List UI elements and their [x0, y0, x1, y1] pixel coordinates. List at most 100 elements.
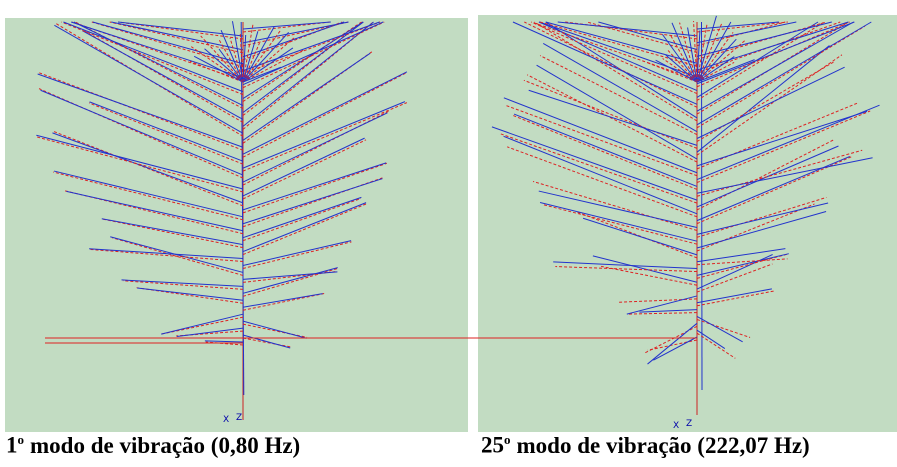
branch-line	[242, 240, 352, 266]
branch-line	[696, 263, 773, 293]
branch-line	[696, 21, 732, 83]
branch-line	[696, 38, 737, 83]
branch-line	[653, 336, 698, 361]
axis-label-x: X	[223, 415, 229, 425]
branch-line	[111, 21, 244, 51]
branch-line	[161, 313, 244, 335]
branch-line	[82, 30, 244, 120]
branch-line	[190, 46, 244, 83]
branch-line	[37, 71, 244, 151]
branch-line	[696, 110, 871, 184]
branch-line	[696, 66, 845, 139]
branch-line	[696, 253, 788, 279]
branch-line	[36, 134, 244, 190]
branch-line	[242, 196, 362, 239]
branch-line	[665, 54, 698, 83]
branch-line	[696, 329, 726, 349]
panel-1-background	[5, 18, 468, 432]
branch-line	[53, 170, 244, 218]
branch-line	[555, 266, 698, 273]
branch-line	[536, 64, 698, 160]
branch-line	[83, 30, 244, 123]
branch-line	[204, 48, 244, 83]
branch-line	[687, 27, 698, 83]
branch-line	[696, 157, 873, 194]
branch-line	[242, 21, 385, 89]
branch-line	[693, 21, 698, 83]
branch-line	[242, 178, 383, 225]
branch-line	[193, 55, 244, 83]
branch-line	[696, 253, 789, 276]
panel-1-tree	[35, 21, 408, 420]
caption-number: 25	[481, 432, 504, 458]
branch-line	[696, 149, 863, 197]
branch-line	[56, 23, 244, 137]
branch-line	[696, 21, 797, 44]
branch-line	[553, 261, 698, 270]
branch-line	[696, 59, 755, 83]
branch-line	[696, 61, 834, 142]
branch-line	[239, 33, 244, 83]
branch-line	[242, 21, 380, 72]
branch-line	[534, 21, 698, 122]
branch-line	[242, 139, 367, 200]
panel-2-tree	[45, 15, 880, 415]
branch-line	[242, 137, 365, 197]
branch-line	[242, 21, 362, 102]
branch-line	[109, 21, 244, 54]
branch-line	[101, 218, 244, 246]
branch-line	[696, 21, 855, 85]
branch-line	[696, 196, 827, 238]
branch-line	[696, 32, 734, 83]
branch-line	[37, 73, 244, 148]
branch-line	[503, 135, 698, 215]
branch-line	[204, 340, 244, 343]
branch-line	[696, 332, 736, 359]
branch-line	[696, 139, 834, 211]
branch-line	[242, 162, 387, 211]
caption-superscript: o	[504, 432, 511, 447]
branch-line	[523, 79, 698, 149]
branch-line	[240, 21, 245, 396]
branch-line	[242, 21, 349, 44]
branch-line	[242, 21, 381, 75]
branch-line	[598, 21, 698, 51]
branch-line	[242, 34, 247, 83]
branch-line	[242, 49, 305, 83]
branch-line	[218, 48, 244, 83]
branch-line	[89, 248, 244, 263]
branch-line	[102, 218, 244, 249]
branch-line	[242, 203, 367, 256]
branch-line	[242, 21, 331, 30]
branch-line	[696, 145, 839, 208]
branch-line	[696, 54, 843, 156]
caption-2: 25o modo de vibração (222,07 Hz)	[481, 432, 810, 459]
branch-line	[242, 72, 407, 158]
branch-line	[92, 21, 244, 65]
branch-line	[111, 237, 244, 276]
branch-line	[696, 316, 743, 343]
branch-line	[542, 43, 698, 133]
branch-line	[53, 171, 244, 221]
branch-line	[557, 21, 698, 37]
branch-line	[88, 102, 244, 165]
branch-line	[696, 104, 880, 181]
branch-line	[70, 21, 244, 79]
branch-line	[242, 293, 325, 311]
branch-line	[242, 162, 387, 214]
branch-line	[647, 339, 698, 351]
branch-line	[646, 61, 698, 83]
branch-line	[89, 248, 244, 260]
branch-line	[491, 126, 698, 201]
branch-line	[538, 21, 698, 92]
branch-line	[242, 334, 291, 349]
branch-line	[696, 21, 850, 88]
branch-line	[242, 112, 388, 183]
branch-line	[524, 21, 698, 108]
branch-line	[242, 31, 259, 83]
branch-line	[229, 37, 244, 83]
branch-line	[52, 132, 244, 204]
branch-line	[696, 56, 735, 83]
branch-line	[242, 198, 362, 242]
caption-1: 1o modo de vibração (0,80 Hz)	[6, 432, 300, 459]
